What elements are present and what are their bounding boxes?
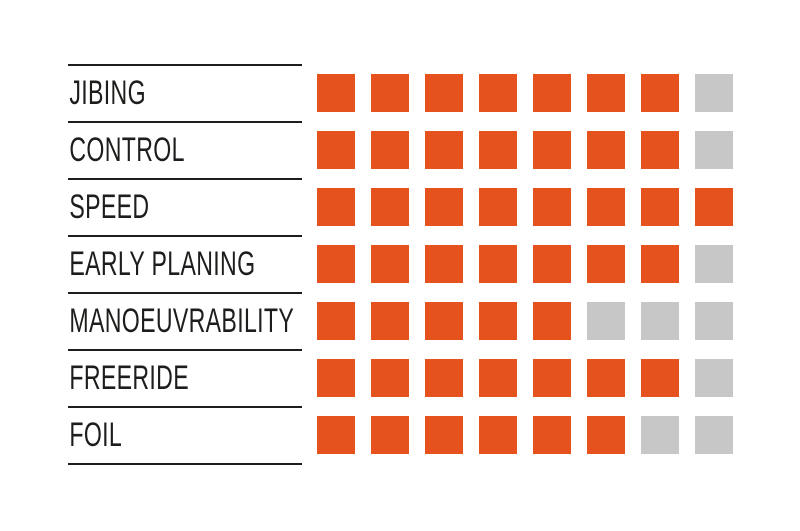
rating-square-filled xyxy=(533,73,571,112)
rating-square-filled xyxy=(425,358,463,397)
rating-square-filled xyxy=(425,130,463,169)
rating-square-filled xyxy=(479,73,517,112)
rating-squares xyxy=(317,64,733,121)
rating-square-filled xyxy=(479,358,517,397)
rating-square-filled xyxy=(533,301,571,340)
rating-square-filled xyxy=(425,244,463,283)
row-label-cell: JIBING xyxy=(68,64,302,121)
rating-square-filled xyxy=(641,130,679,169)
rating-square-filled xyxy=(587,415,625,454)
rating-square-filled xyxy=(425,415,463,454)
rating-row: CONTROL xyxy=(68,121,733,178)
rating-square-filled xyxy=(533,415,571,454)
row-label: CONTROL xyxy=(69,131,185,169)
row-label: FREERIDE xyxy=(69,359,189,397)
rating-square-filled xyxy=(371,130,409,169)
rating-square-filled xyxy=(533,244,571,283)
rating-row: MANOEUVRABILITY xyxy=(68,292,733,349)
rating-square-filled xyxy=(533,358,571,397)
rating-square-filled xyxy=(587,358,625,397)
rating-square-filled xyxy=(317,130,355,169)
rating-squares xyxy=(317,292,733,349)
rating-rows: JIBING CONTROL SPEED EARLY PLANING MANOE… xyxy=(68,64,733,463)
rating-square-filled xyxy=(641,187,679,226)
rating-square-filled xyxy=(317,415,355,454)
rating-square-filled xyxy=(425,73,463,112)
row-label: SPEED xyxy=(69,188,150,226)
rating-square-empty xyxy=(695,244,733,283)
rating-square-empty xyxy=(695,130,733,169)
rating-squares xyxy=(317,121,733,178)
ratings-chart: JIBING CONTROL SPEED EARLY PLANING MANOE… xyxy=(68,64,733,465)
row-label: EARLY PLANING xyxy=(69,245,256,283)
rating-row: EARLY PLANING xyxy=(68,235,733,292)
rating-square-filled xyxy=(587,187,625,226)
rating-square-filled xyxy=(479,187,517,226)
rating-square-filled xyxy=(317,244,355,283)
row-label: FOIL xyxy=(69,416,123,454)
rating-row: FOIL xyxy=(68,406,733,463)
rating-square-empty xyxy=(641,415,679,454)
rating-square-filled xyxy=(317,73,355,112)
rating-square-filled xyxy=(371,73,409,112)
row-label-cell: FOIL xyxy=(68,406,302,463)
row-label-cell: CONTROL xyxy=(68,121,302,178)
rating-square-empty xyxy=(695,73,733,112)
rating-square-filled xyxy=(587,130,625,169)
rating-square-empty xyxy=(695,415,733,454)
rating-square-filled xyxy=(641,358,679,397)
rating-row: JIBING xyxy=(68,64,733,121)
rating-square-filled xyxy=(371,187,409,226)
rating-row: FREERIDE xyxy=(68,349,733,406)
rating-square-filled xyxy=(533,130,571,169)
row-label-cell: FREERIDE xyxy=(68,349,302,406)
rating-square-empty xyxy=(587,301,625,340)
rating-square-filled xyxy=(479,244,517,283)
rating-square-filled xyxy=(479,301,517,340)
row-label-cell: EARLY PLANING xyxy=(68,235,302,292)
row-label-cell: SPEED xyxy=(68,178,302,235)
rating-squares xyxy=(317,235,733,292)
rating-square-empty xyxy=(641,301,679,340)
rating-square-filled xyxy=(425,301,463,340)
bottom-rule xyxy=(68,463,302,465)
rating-square-filled xyxy=(587,244,625,283)
rating-squares xyxy=(317,406,733,463)
rating-row: SPEED xyxy=(68,178,733,235)
rating-square-empty xyxy=(695,358,733,397)
rating-square-filled xyxy=(533,187,571,226)
rating-square-filled xyxy=(641,244,679,283)
rating-square-filled xyxy=(317,358,355,397)
row-label: JIBING xyxy=(69,74,146,112)
rating-square-filled xyxy=(479,130,517,169)
rating-square-filled xyxy=(371,301,409,340)
rating-square-filled xyxy=(317,187,355,226)
rating-square-filled xyxy=(371,415,409,454)
rating-square-filled xyxy=(317,301,355,340)
rating-square-filled xyxy=(479,415,517,454)
rating-squares xyxy=(317,349,733,406)
rating-square-filled xyxy=(425,187,463,226)
rating-square-filled xyxy=(371,358,409,397)
rating-squares xyxy=(317,178,733,235)
rating-square-empty xyxy=(695,301,733,340)
rating-square-filled xyxy=(587,73,625,112)
rating-square-filled xyxy=(695,187,733,226)
rating-square-filled xyxy=(371,244,409,283)
row-label: MANOEUVRABILITY xyxy=(69,302,295,340)
row-label-cell: MANOEUVRABILITY xyxy=(68,292,302,349)
rating-square-filled xyxy=(641,73,679,112)
